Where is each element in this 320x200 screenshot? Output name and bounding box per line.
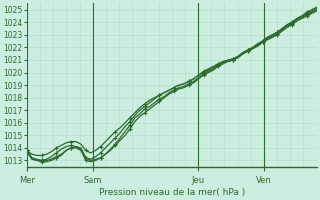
X-axis label: Pression niveau de la mer( hPa ): Pression niveau de la mer( hPa ): [99, 188, 245, 197]
